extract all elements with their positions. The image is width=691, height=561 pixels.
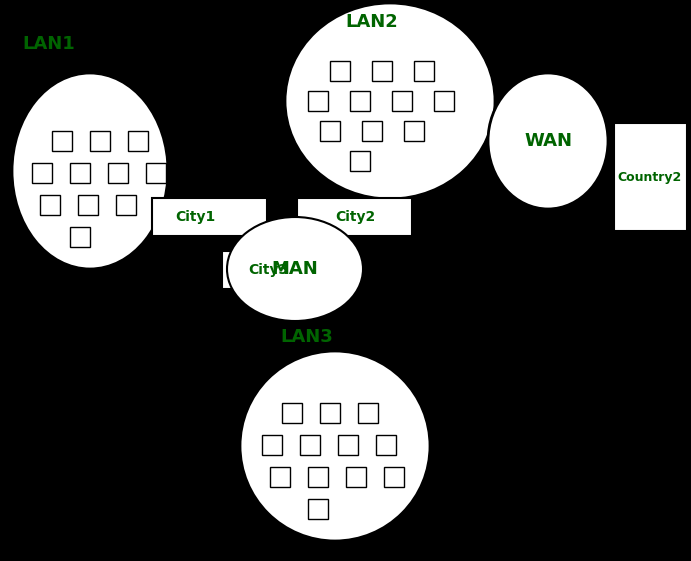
Bar — [222, 251, 337, 289]
Bar — [330, 61, 350, 81]
Bar — [392, 91, 412, 111]
Bar — [108, 163, 128, 183]
Bar — [372, 61, 392, 81]
Bar — [362, 121, 382, 141]
Bar — [320, 403, 340, 423]
Ellipse shape — [488, 73, 608, 209]
Text: City1: City1 — [175, 210, 215, 224]
Bar — [262, 435, 282, 455]
Bar — [384, 467, 404, 487]
Text: MAN: MAN — [272, 260, 319, 278]
Bar — [52, 131, 72, 151]
Bar — [70, 227, 90, 247]
Text: Country2: Country2 — [618, 171, 682, 183]
Text: City3: City3 — [248, 263, 288, 277]
Bar — [128, 131, 148, 151]
Ellipse shape — [227, 217, 363, 321]
Ellipse shape — [240, 351, 430, 541]
Bar — [282, 403, 302, 423]
Bar — [70, 163, 90, 183]
Bar — [297, 198, 412, 236]
Text: LAN3: LAN3 — [280, 328, 333, 346]
Bar — [78, 195, 98, 215]
Text: City2: City2 — [335, 210, 375, 224]
Bar — [152, 198, 267, 236]
Bar — [116, 195, 136, 215]
Bar — [404, 121, 424, 141]
Bar — [308, 91, 328, 111]
Ellipse shape — [285, 3, 495, 199]
Text: LAN1: LAN1 — [22, 35, 75, 53]
Bar — [300, 435, 320, 455]
Bar — [338, 435, 358, 455]
Bar — [350, 151, 370, 171]
Text: LAN2: LAN2 — [345, 13, 398, 31]
Bar — [90, 131, 110, 151]
Bar — [40, 195, 60, 215]
Bar — [376, 435, 396, 455]
Ellipse shape — [12, 73, 168, 269]
Bar — [270, 467, 290, 487]
Bar — [32, 163, 52, 183]
Bar — [350, 91, 370, 111]
Bar — [614, 123, 687, 231]
Bar — [308, 499, 328, 519]
Bar — [346, 467, 366, 487]
Bar — [308, 467, 328, 487]
Bar — [434, 91, 454, 111]
Text: WAN: WAN — [524, 132, 572, 150]
Bar — [320, 121, 340, 141]
Bar — [358, 403, 378, 423]
Bar — [414, 61, 434, 81]
Bar — [146, 163, 166, 183]
